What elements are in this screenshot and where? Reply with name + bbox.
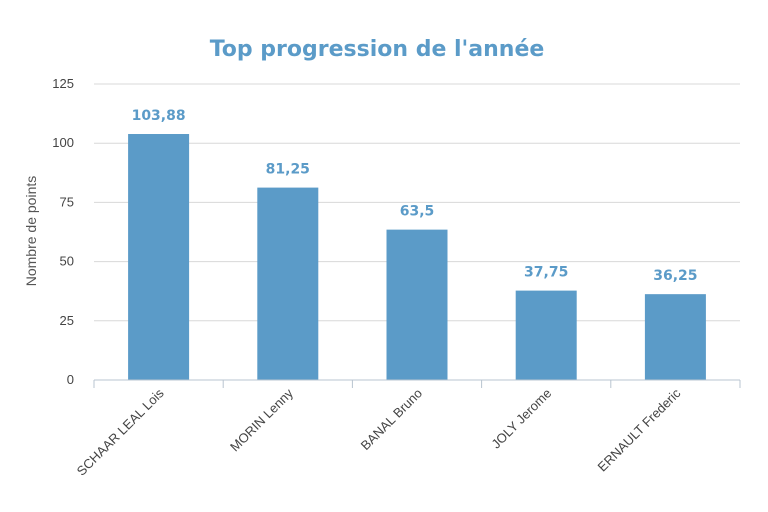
y-tick-label: 25 <box>60 313 74 328</box>
y-tick-labels: 0 25 50 75 100 125 <box>52 76 74 387</box>
data-label-1: 81,25 <box>266 162 310 178</box>
bar-3 <box>515 290 577 380</box>
y-tick-label: 100 <box>52 135 74 150</box>
y-axis-label: Nombre de points <box>23 176 39 287</box>
bars <box>128 134 706 380</box>
bar-0 <box>128 134 190 380</box>
x-tick-label-2: BANAL Bruno <box>358 386 425 453</box>
y-tick-label: 50 <box>60 254 74 269</box>
bar-4 <box>644 294 706 380</box>
y-tick-label: 125 <box>52 76 74 91</box>
x-tick-label-3: JOLY Jerome <box>488 386 554 452</box>
x-tick-label-4: ERNAULT Frederic <box>595 385 684 474</box>
chart-title: Top progression de l'année <box>210 37 545 62</box>
data-label-3: 37,75 <box>524 265 568 281</box>
y-tick-label: 75 <box>60 194 74 209</box>
x-tick-label-1: MORIN Lenny <box>227 385 296 454</box>
gridlines <box>94 83 740 322</box>
x-tick-labels: SCHAAR LEAL Lois MORIN Lenny BANAL Bruno JO… <box>74 385 684 478</box>
bar-2 <box>386 229 448 380</box>
data-label-2: 63,5 <box>400 204 435 220</box>
data-label-4: 36,25 <box>653 268 697 284</box>
y-tick-label: 0 <box>67 372 74 387</box>
data-label-0: 103,88 <box>132 108 186 124</box>
x-tick-marks <box>93 380 741 388</box>
data-labels: 103,88 81,25 63,5 37,75 36,25 <box>132 108 698 284</box>
x-tick-label-0: SCHAAR LEAL Lois <box>74 385 167 478</box>
bar-1 <box>257 187 319 380</box>
